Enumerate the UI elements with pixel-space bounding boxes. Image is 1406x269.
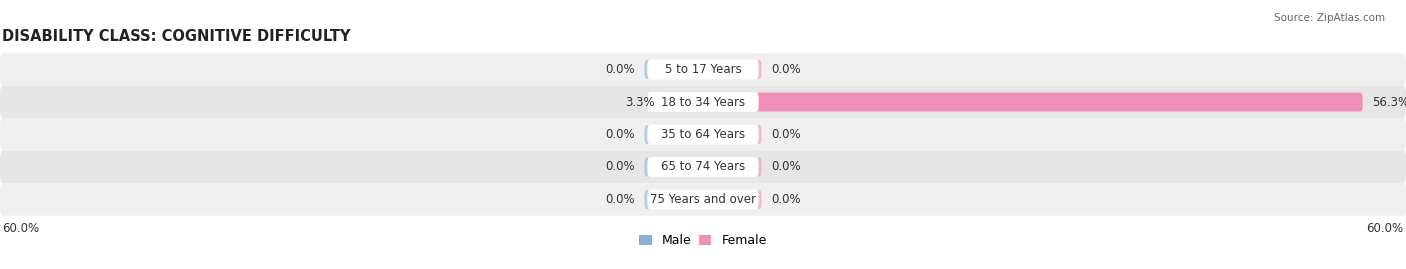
FancyBboxPatch shape (703, 125, 762, 144)
FancyBboxPatch shape (0, 86, 1406, 118)
FancyBboxPatch shape (703, 93, 1362, 111)
Text: 0.0%: 0.0% (770, 193, 800, 206)
FancyBboxPatch shape (644, 158, 703, 176)
FancyBboxPatch shape (644, 125, 703, 144)
Legend: Male, Female: Male, Female (634, 229, 772, 252)
Text: Source: ZipAtlas.com: Source: ZipAtlas.com (1274, 13, 1385, 23)
Text: 5 to 17 Years: 5 to 17 Years (665, 63, 741, 76)
FancyBboxPatch shape (647, 190, 759, 209)
Text: 0.0%: 0.0% (606, 63, 636, 76)
Text: 75 Years and over: 75 Years and over (650, 193, 756, 206)
Text: DISABILITY CLASS: COGNITIVE DIFFICULTY: DISABILITY CLASS: COGNITIVE DIFFICULTY (3, 29, 352, 44)
Text: 60.0%: 60.0% (3, 222, 39, 235)
Text: 18 to 34 Years: 18 to 34 Years (661, 95, 745, 108)
FancyBboxPatch shape (647, 60, 759, 79)
Text: 0.0%: 0.0% (770, 63, 800, 76)
FancyBboxPatch shape (0, 118, 1406, 151)
Text: 0.0%: 0.0% (770, 128, 800, 141)
FancyBboxPatch shape (0, 151, 1406, 183)
FancyBboxPatch shape (647, 92, 759, 112)
FancyBboxPatch shape (703, 158, 762, 176)
FancyBboxPatch shape (703, 60, 762, 79)
Text: 60.0%: 60.0% (1367, 222, 1403, 235)
Text: 35 to 64 Years: 35 to 64 Years (661, 128, 745, 141)
Text: 0.0%: 0.0% (770, 161, 800, 174)
Text: 65 to 74 Years: 65 to 74 Years (661, 161, 745, 174)
Text: 3.3%: 3.3% (626, 95, 655, 108)
FancyBboxPatch shape (0, 183, 1406, 216)
Text: 0.0%: 0.0% (606, 128, 636, 141)
FancyBboxPatch shape (665, 93, 703, 111)
Text: 0.0%: 0.0% (606, 193, 636, 206)
FancyBboxPatch shape (647, 157, 759, 177)
FancyBboxPatch shape (703, 190, 762, 209)
FancyBboxPatch shape (647, 125, 759, 144)
FancyBboxPatch shape (644, 60, 703, 79)
Text: 0.0%: 0.0% (606, 161, 636, 174)
FancyBboxPatch shape (0, 53, 1406, 86)
FancyBboxPatch shape (644, 190, 703, 209)
Text: 56.3%: 56.3% (1372, 95, 1406, 108)
